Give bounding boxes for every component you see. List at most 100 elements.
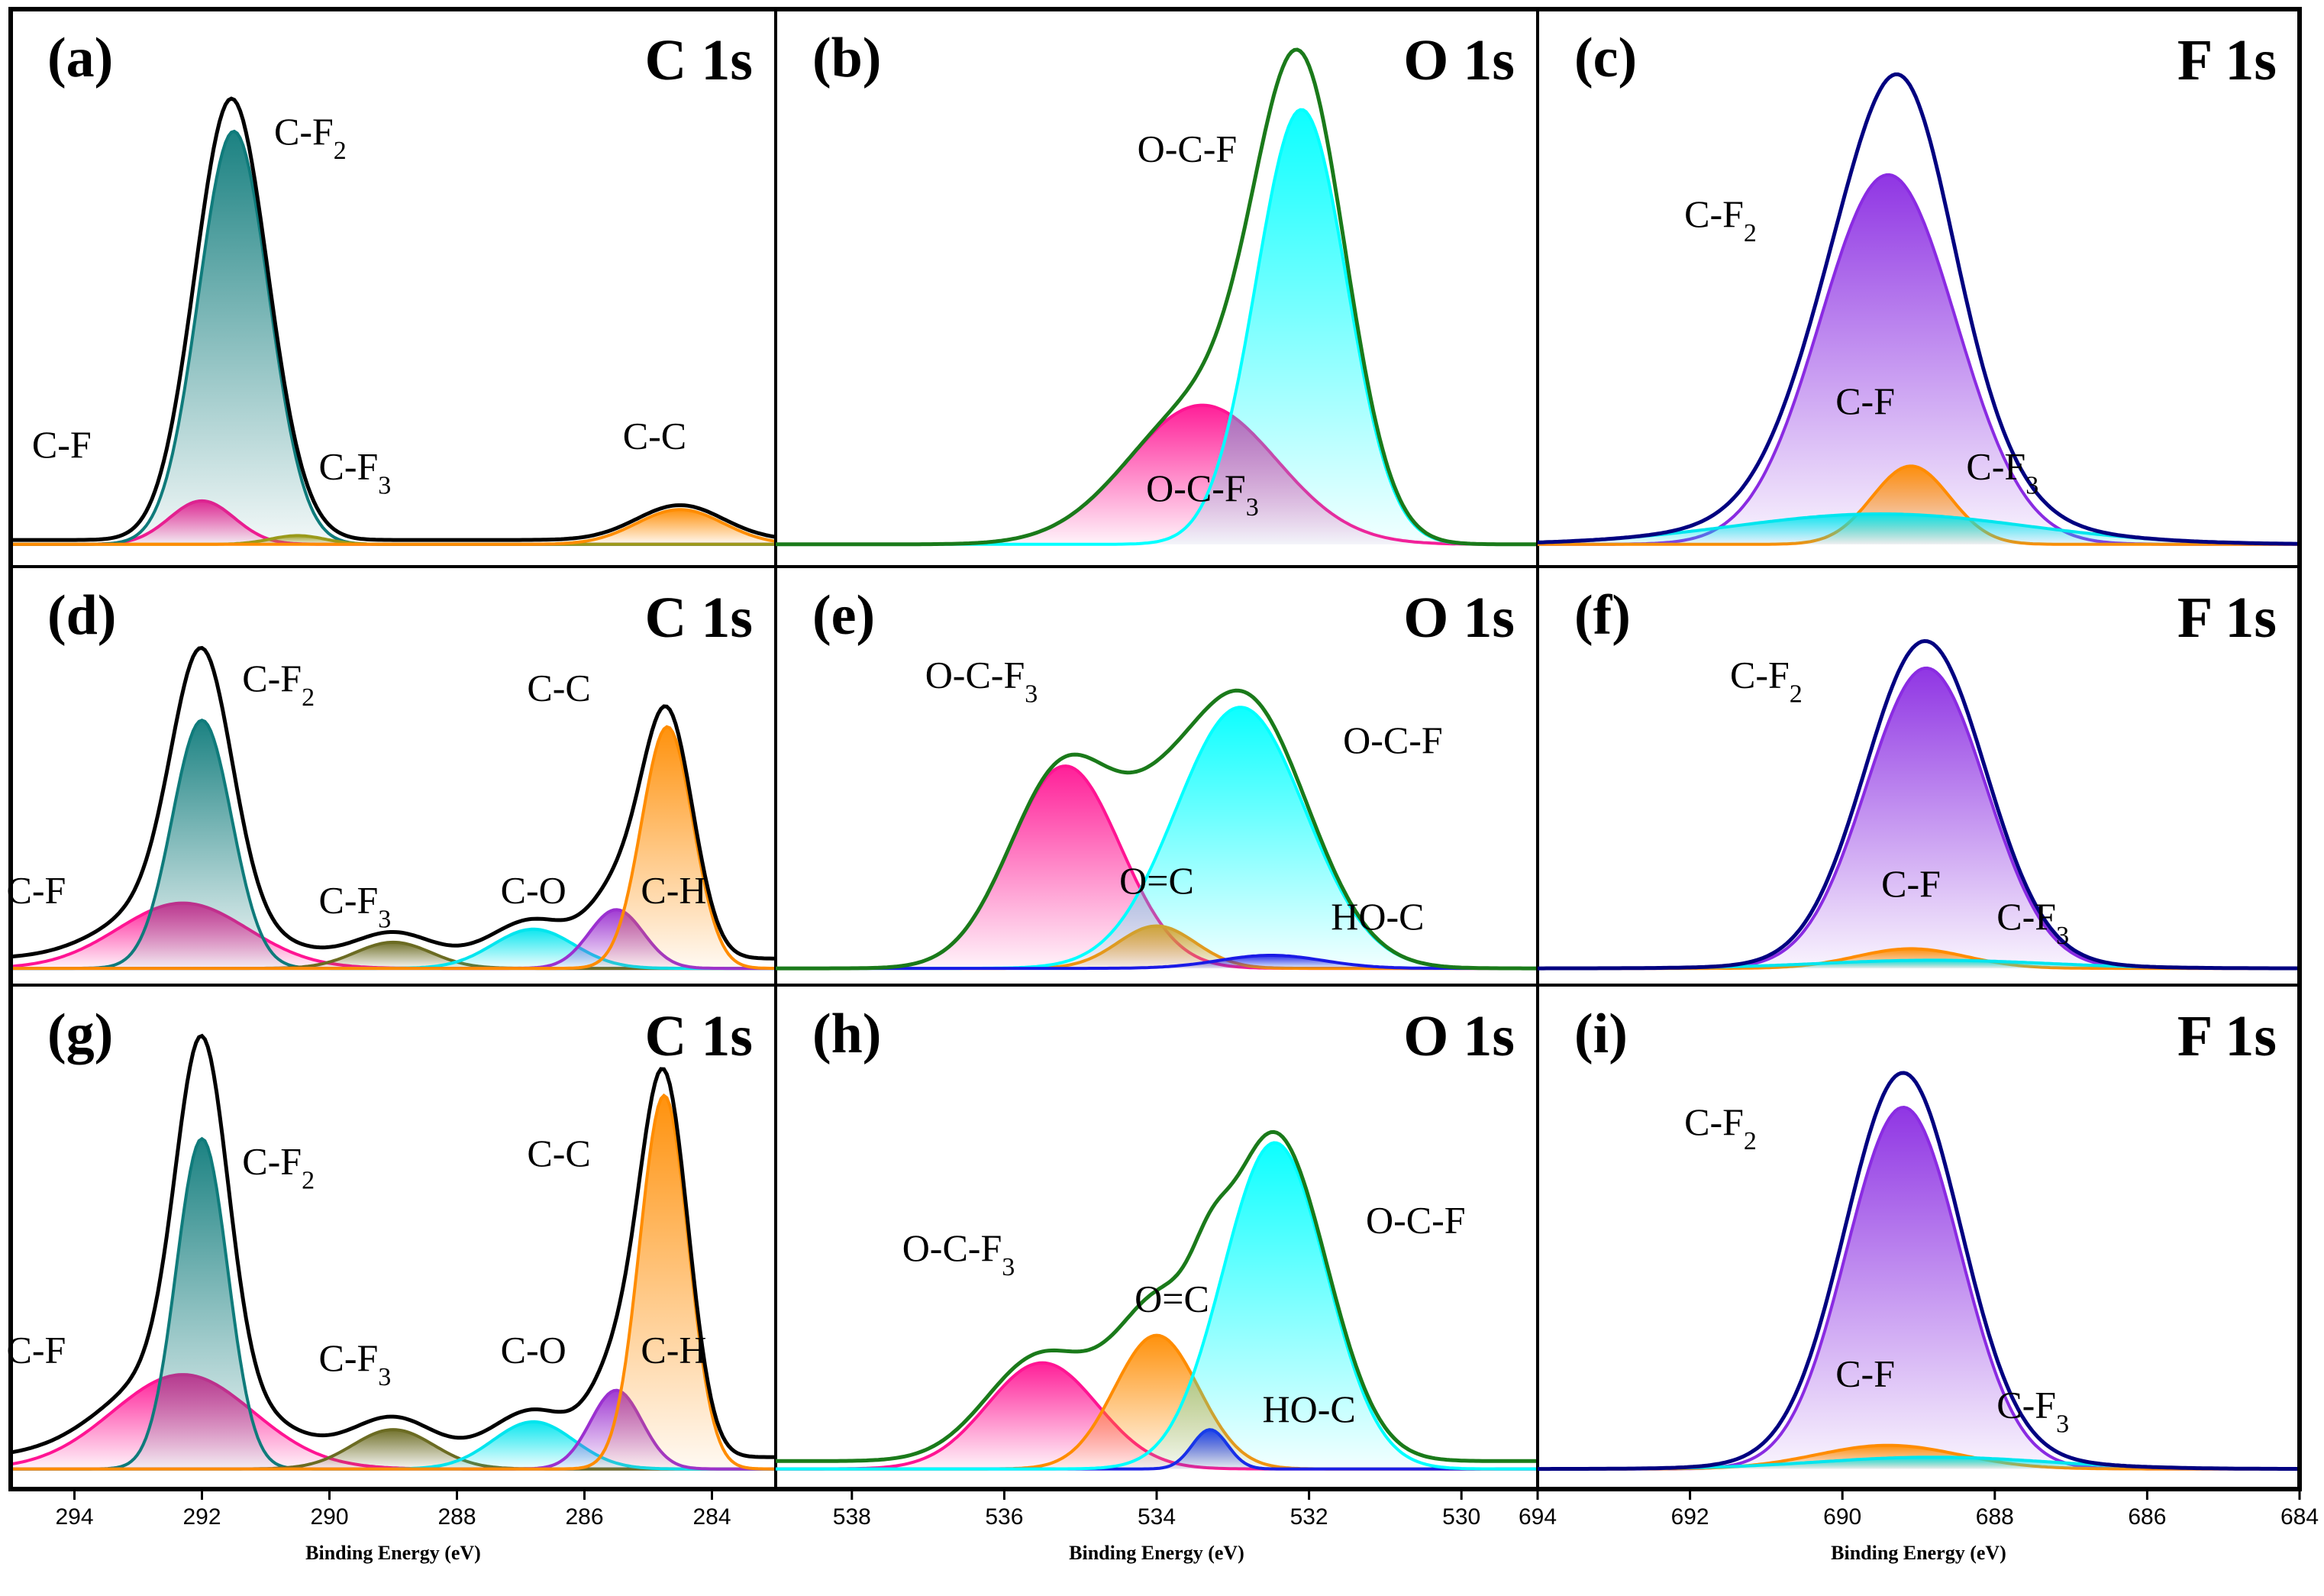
- component-fill-c-h: [11, 1390, 776, 1469]
- component-fill-o-c-f: [776, 109, 1538, 544]
- x-tick-label: 538: [833, 1504, 871, 1530]
- x-tick-label: 688: [1976, 1504, 2014, 1530]
- peak-label-c-f: C-F: [1835, 380, 1895, 422]
- peak-label-c-f2: C-F2: [242, 1140, 315, 1195]
- x-tick-label: 694: [1519, 1504, 1557, 1530]
- component-line-ho-c: [776, 954, 1538, 971]
- peak-label-c-f2: C-F2: [242, 657, 315, 712]
- peak-label-c-f3: C-F3: [318, 878, 391, 933]
- peak-label-c-o: C-O: [501, 869, 566, 912]
- panel-d: C-F C-F2 C-F3 C-O C-H C-C (d) C 1s: [6, 565, 777, 987]
- panel-a: C-F C-F2 C-F3 C-C (a) C 1s: [9, 8, 777, 568]
- peak-label-ho-c: HO-C: [1331, 895, 1424, 938]
- peak-label-c-f2: C-F2: [1730, 654, 1803, 709]
- peak-label-o-c-f: O-C-F: [1366, 1199, 1466, 1242]
- panel-letter: (g): [47, 1003, 113, 1065]
- peak-label-c-f: C-F: [1881, 862, 1941, 905]
- panel-letter: (f): [1574, 584, 1631, 647]
- peak-label-c-f2: C-F2: [274, 110, 347, 165]
- core-level-title: O 1s: [1403, 586, 1515, 650]
- component-fill-c-f2: [11, 131, 776, 544]
- peak-label-c-f3: C-F3: [318, 1336, 391, 1391]
- x-tick-label: 536: [985, 1504, 1023, 1530]
- peak-label-c-f3: C-F3: [1966, 444, 2038, 499]
- panel-letter: (i): [1574, 1003, 1628, 1065]
- component-fill-c-c: [11, 726, 776, 969]
- panel-letter: (a): [47, 27, 113, 89]
- x-tick-label: 294: [55, 1504, 93, 1530]
- peak-label-c-f2: C-F2: [1684, 192, 1757, 247]
- peak-label-o-c-f: O-C-F: [1138, 128, 1238, 170]
- core-level-title: O 1s: [1403, 28, 1515, 92]
- panel-e: O-C-F3 O=C O-C-F HO-C (e) O 1s: [774, 565, 1539, 987]
- x-tick-label: 692: [1671, 1504, 1709, 1530]
- envelope-line: [10, 1033, 776, 1459]
- component-line-c-c: [11, 508, 776, 546]
- core-level-title: C 1s: [645, 586, 753, 650]
- component-fill-c-f: [1538, 948, 2300, 969]
- component-line-c-c: [11, 725, 776, 971]
- x-tick-label: 286: [565, 1504, 603, 1530]
- envelope-line: [776, 688, 1538, 971]
- envelope-line: [10, 645, 776, 961]
- panel-letter: (d): [47, 584, 116, 647]
- peak-label-ho-c: HO-C: [1262, 1388, 1355, 1430]
- component-fill-c-f2: [11, 720, 776, 969]
- envelope-line: [1537, 72, 2300, 546]
- panel-g: C-F C-F2 C-F3 C-O C-H C-C (g) C 1s 294 292 290 288 2…: [6, 984, 777, 1564]
- component-fill-c-c: [11, 1095, 776, 1469]
- panel-letter: (h): [812, 1003, 881, 1065]
- peak-label-c-f3: C-F3: [1996, 895, 2069, 950]
- peak-label-o-c-f3: O-C-F3: [1146, 467, 1259, 522]
- core-level-title: F 1s: [2177, 586, 2277, 650]
- x-tick-label: 686: [2128, 1504, 2166, 1530]
- component-fill-c-f2: [1538, 174, 2300, 544]
- panel-letter: (c): [1574, 27, 1637, 89]
- peak-label-c-h: C-H: [641, 869, 706, 912]
- peak-label-o-c-f: O-C-F: [1343, 719, 1443, 761]
- peak-label-o-c: O=C: [1119, 859, 1194, 902]
- peak-label-c-o: C-O: [501, 1329, 566, 1371]
- component-fill-c-f2: [1538, 667, 2300, 969]
- panel-i: C-F2 C-F C-F3 (i) F 1s 694 692 690 688 686 684 Bind…: [1519, 984, 2319, 1564]
- component-fill-o-c-f: [776, 1142, 1538, 1469]
- peak-label-c-f2: C-F2: [1684, 1100, 1757, 1155]
- component-fill-c-f2: [11, 1139, 776, 1469]
- peak-label-c-f: C-F: [32, 423, 92, 466]
- envelope-line: [11, 96, 776, 542]
- x-tick-label: 290: [310, 1504, 348, 1530]
- component-fill-o-c-f3: [776, 405, 1538, 544]
- core-level-title: C 1s: [645, 28, 753, 92]
- x-tick-label: 534: [1138, 1504, 1176, 1530]
- panel-letter: (e): [812, 584, 875, 647]
- peak-label-c-f3: C-F3: [1996, 1384, 2069, 1439]
- component-fill-c-h: [11, 909, 776, 969]
- component-fill-o-c: [776, 1335, 1538, 1469]
- peak-label-c-h: C-H: [641, 1329, 706, 1371]
- core-level-title: F 1s: [2177, 28, 2277, 92]
- core-level-title: C 1s: [645, 1004, 753, 1068]
- peak-label-c-f: C-F: [1835, 1352, 1895, 1395]
- peak-label-c-c: C-C: [527, 667, 590, 709]
- peak-label-c-c: C-C: [623, 415, 686, 457]
- component-fill-c-f: [1538, 466, 2300, 544]
- component-fill-c-f3: [11, 942, 776, 969]
- x-tick-label: 532: [1290, 1504, 1328, 1530]
- component-fill-o-c-f3: [776, 1362, 1538, 1469]
- core-level-title: F 1s: [2177, 1004, 2277, 1068]
- x-tick-label: 292: [182, 1504, 221, 1530]
- peak-label-c-f3: C-F3: [318, 444, 391, 499]
- envelope-line: [1538, 638, 2300, 971]
- x-tick-label: 690: [1823, 1504, 1861, 1530]
- peak-label-o-c: O=C: [1135, 1278, 1209, 1320]
- x-tick-label: 284: [692, 1504, 731, 1530]
- component-line-o-c-f: [776, 1141, 1538, 1471]
- peak-label-c-f: C-F: [6, 1329, 66, 1371]
- peak-label-o-c-f3: O-C-F3: [902, 1226, 1015, 1281]
- component-fill-c-f3: [11, 1430, 776, 1469]
- x-axis-label: Binding Energy (eV): [1069, 1542, 1244, 1564]
- component-fill-c-f2: [1538, 1107, 2300, 1469]
- figure-frame: [8, 7, 2302, 1491]
- envelope-line: [776, 47, 1538, 547]
